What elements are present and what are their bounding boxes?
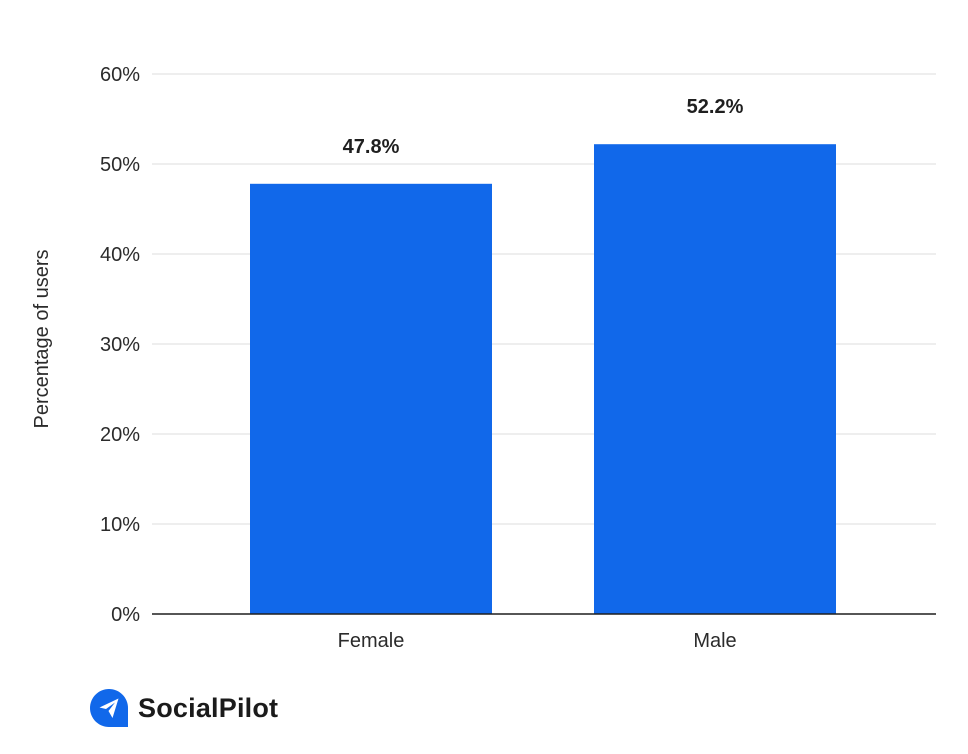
bars: [250, 144, 836, 615]
data-labels: 47.8% 52.2%: [343, 96, 744, 158]
x-category-label: Male: [693, 630, 736, 652]
y-tick-label: 20%: [100, 424, 140, 446]
y-tick-label: 10%: [100, 514, 140, 536]
y-tick-label: 40%: [100, 244, 140, 266]
bar-female: [250, 183, 492, 615]
paper-plane-icon: [90, 689, 128, 727]
y-axis-ticks: 0% 10% 20% 30% 40% 50% 60%: [100, 64, 140, 626]
y-tick-label: 0%: [111, 604, 140, 626]
y-tick-label: 60%: [100, 64, 140, 86]
y-tick-label: 30%: [100, 334, 140, 356]
data-label-male: 52.2%: [687, 96, 744, 118]
x-axis-categories: Female Male: [338, 630, 737, 652]
brand-name: SocialPilot: [138, 692, 279, 723]
y-tick-label: 50%: [100, 154, 140, 176]
x-category-label: Female: [338, 630, 405, 652]
data-label-female: 47.8%: [343, 136, 400, 158]
y-axis-title: Percentage of users: [31, 250, 53, 429]
bar-chart: 0% 10% 20% 30% 40% 50% 60% 47.8% 52.2% Female Ma…: [31, 64, 936, 652]
bar-male: [594, 144, 836, 614]
brand-footer: SocialPilot: [88, 686, 278, 730]
